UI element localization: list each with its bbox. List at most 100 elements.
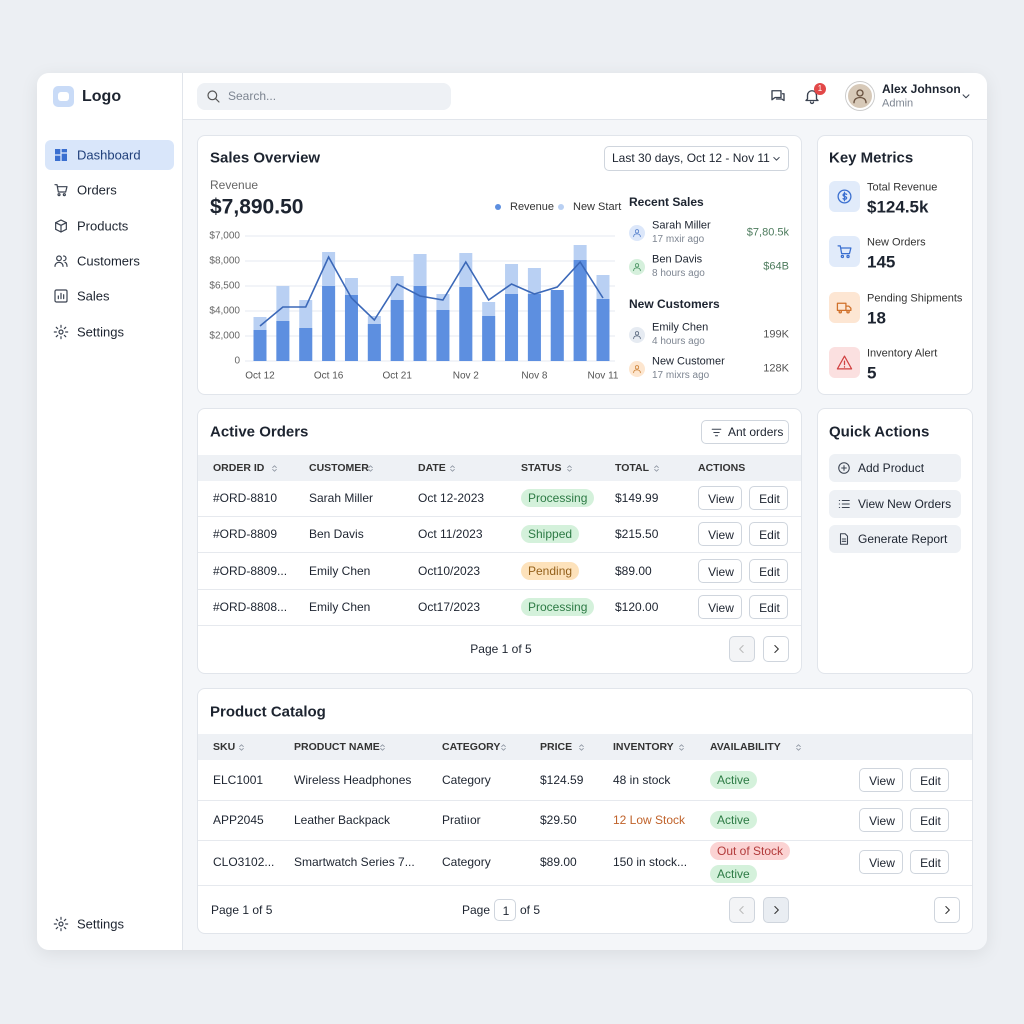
quick-action-button[interactable] [829,454,961,482]
view-button[interactable]: View [698,558,742,583]
order-customer: Emily Chen [309,599,371,614]
table-header [198,455,801,481]
avatar-face [853,89,867,104]
metric-label: Inventory Alert [867,347,938,360]
metric-icon-box [829,291,860,323]
sort-icon-part [272,464,277,472]
metric-label: Total Revenue [867,181,938,194]
order-id: #ORD-8809 [213,527,278,542]
product-sku: APP2045 [213,813,264,827]
revenue-value: $7,890.50 [210,195,304,219]
status-text: Shipped [528,527,573,542]
list-name: Sarah Miller [652,219,711,232]
edit-button[interactable]: Edit [749,594,788,619]
sort-icon [380,743,385,751]
settings-icon [53,916,69,932]
list-name: Emily Chen [652,321,709,334]
nav-label: Settings [77,324,124,339]
search-icon [207,90,220,103]
edit-button[interactable]: Edit [749,522,788,547]
product-name: Smartwatch Series 7... [294,855,415,869]
column-header: ACTIONS [698,461,746,474]
quick-action-button[interactable] [829,525,961,553]
view-button[interactable]: View [698,486,742,510]
nav-icon-part [62,193,66,197]
view-button[interactable]: View [859,808,903,832]
nav-icon [55,149,67,161]
quick-action-label: View New Orders [858,496,952,511]
view-button[interactable]: View [698,522,742,547]
search-box[interactable] [197,83,451,110]
chat-icon [771,90,785,102]
quick-action-button[interactable] [829,489,961,518]
panel-title: Sales Overview [210,149,321,167]
edit-button[interactable]: Edit [910,768,949,792]
range-button[interactable] [604,146,789,171]
edit-button[interactable]: Edit [749,486,788,510]
panel-title: Quick Actions [829,423,930,441]
list-avatar-icon-part [633,335,641,340]
nav-icon-part [61,153,67,161]
button-label: View [708,492,734,506]
page-input[interactable]: 1 [494,899,516,921]
list-name: New Customer [652,355,725,368]
edit-button[interactable]: Edit [910,808,949,832]
view-button[interactable]: View [859,768,903,792]
nav-icon-part [63,255,68,267]
order-date: Oct17/2023 [418,599,481,614]
product-inventory: 150 in stock... [613,855,688,869]
next-page-icon [774,644,779,654]
column-header: CATEGORY [442,740,501,753]
nav-icon [54,289,68,303]
nav-icon-part [57,292,65,300]
bell-icon-part [809,101,815,105]
list-avatar-icon-part [633,233,641,238]
sort-icon-part [796,743,801,751]
button-label: Edit [759,492,780,506]
filter-button[interactable] [701,420,789,444]
metric-icon-part [836,355,853,370]
edit-button[interactable]: Edit [910,850,949,874]
product-inventory: 48 in stock [613,773,671,787]
range-label: Last 30 days, Oct 12 - Nov 11 [612,151,770,165]
sort-icon [579,743,584,751]
order-date: Oct 12-2023 [418,491,485,505]
button-label: Edit [759,600,780,615]
revenue-label: Revenue [210,178,259,192]
nav-label: Customers [77,253,140,269]
row-divider [198,624,801,626]
table-header [198,734,972,760]
pagination-label: Page 1 of 5 [211,903,273,917]
next-page-end[interactable] [934,897,960,923]
status-pill: Processing [521,597,595,616]
view-button[interactable]: View [859,850,903,874]
nav-icon-part [58,328,64,335]
list-title: New Customers [629,297,720,311]
view-button[interactable]: View [698,594,742,619]
status-pill: Out of Stock [710,841,791,860]
edit-button[interactable]: Edit [749,558,788,583]
product-price: $124.59 [540,773,584,787]
order-total: $149.99 [615,491,659,505]
panel-title: Active Orders [210,423,309,441]
status-pill: Active [710,864,757,883]
page-label: Page [462,903,491,917]
nav-icon [54,184,68,197]
column-header: STATUS [521,461,562,474]
metric-icon [837,245,852,259]
list-amount: 199K [763,328,789,341]
product-name: Wireless Headphones [294,773,412,787]
product-category: Category [442,773,491,787]
catalog-panel [197,688,973,934]
notification-count: 1 [817,84,823,93]
button-label: Edit [920,774,941,788]
filter-icon-part [711,428,721,436]
nav-icon-part [57,193,61,197]
quick-action-icon-part [841,465,847,471]
next-page[interactable] [763,636,789,662]
list-time: 8 hours ago [652,268,705,279]
next-page[interactable] [763,897,789,923]
metric-label: Pending Shipments [867,292,963,305]
search-icon-part [207,90,218,101]
list-avatar-icon-part [633,267,641,272]
